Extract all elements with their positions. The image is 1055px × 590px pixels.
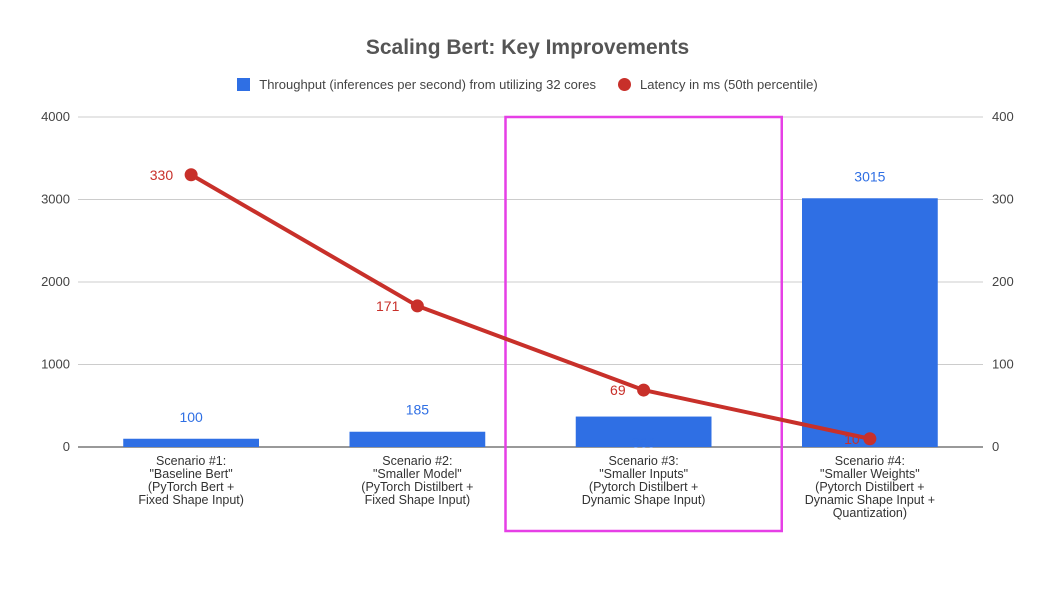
bar	[123, 438, 259, 447]
y-left-tick-label: 0	[63, 439, 70, 454]
y-right-tick-label: 100	[992, 357, 1014, 372]
category-label-line: Scenario #1:	[156, 454, 227, 468]
latency-point	[410, 299, 424, 313]
latency-line	[190, 173, 871, 441]
legend-swatch-line	[617, 78, 631, 91]
line-data-label: 69	[610, 382, 626, 398]
category-label-line: Quantization)	[832, 506, 908, 520]
category-label-line: Dynamic Shape Input)	[581, 493, 706, 507]
legend-item-latency: Latency in ms (50th percentile)	[617, 77, 818, 92]
legend-label-latency: Latency in ms (50th percentile)	[639, 77, 818, 92]
latency-point	[637, 383, 651, 397]
category-label-line: Dynamic Shape Input +	[804, 493, 936, 507]
line-data-label: 330	[150, 167, 174, 183]
category-label-line: Fixed Shape Input)	[138, 493, 244, 507]
category-label: Scenario #4: "Smaller Weights" (Pytorch Di…	[785, 455, 955, 520]
bar	[349, 431, 486, 447]
category-label: Scenario #1: "Baseline Bert" (PyTorch Bert…	[106, 455, 276, 507]
y-right-tick-label: 200	[992, 274, 1014, 289]
bar-data-label: 3015	[854, 168, 885, 184]
category-label: Scenario #2: "Smaller Model" (PyTorch Dist…	[332, 455, 502, 507]
bar-data-label: 185	[406, 402, 430, 418]
y-left-tick-label: 1000	[41, 357, 70, 372]
bar	[802, 198, 938, 447]
category-label-line: "Smaller Model"	[372, 467, 462, 481]
category-label-line: Scenario #3:	[608, 454, 679, 468]
category-label-line: "Smaller Weights"	[820, 467, 920, 481]
category-label-line: Fixed Shape Input)	[364, 493, 471, 507]
bar-data-label: 100	[179, 409, 203, 425]
legend-item-throughput: Throughput (inferences per second) from …	[237, 77, 596, 92]
chart-title: Scaling Bert: Key Improvements	[365, 36, 690, 59]
category-label-line: Scenario #4:	[834, 454, 905, 468]
legend-label-throughput: Throughput (inferences per second) from …	[259, 77, 596, 92]
highlight-box	[504, 115, 783, 533]
category-label-line: (PyTorch Bert +	[147, 480, 235, 494]
line-data-label: 10	[844, 431, 860, 447]
legend-swatch-bar	[237, 78, 251, 91]
legend: Throughput (inferences per second) from …	[0, 77, 1055, 92]
category-label-line: (Pytorch Distilbert +	[588, 480, 699, 494]
category-label-line: (Pytorch Distilbert +	[815, 480, 925, 494]
category-label-line: (PyTorch Distilbert +	[361, 480, 474, 494]
bar-data-label: 369	[632, 435, 656, 451]
y-right-tick-label: 0	[992, 439, 999, 454]
line-data-label: 171	[376, 298, 400, 314]
category-label-line: "Baseline Bert"	[149, 467, 233, 481]
bar	[575, 416, 712, 447]
category-label-line: "Smaller Inputs"	[599, 467, 689, 481]
y-right-tick-label: 400	[992, 109, 1014, 124]
category-label-line: Scenario #2:	[382, 454, 453, 468]
latency-point	[184, 168, 198, 182]
latency-point	[863, 432, 877, 446]
y-left-tick-label: 2000	[41, 274, 70, 289]
y-left-tick-label: 4000	[41, 109, 70, 124]
y-left-tick-label: 3000	[41, 192, 70, 207]
category-label: Scenario #3: "Smaller Inputs" (Pytorch Dis…	[559, 455, 729, 507]
y-right-tick-label: 300	[992, 192, 1014, 207]
